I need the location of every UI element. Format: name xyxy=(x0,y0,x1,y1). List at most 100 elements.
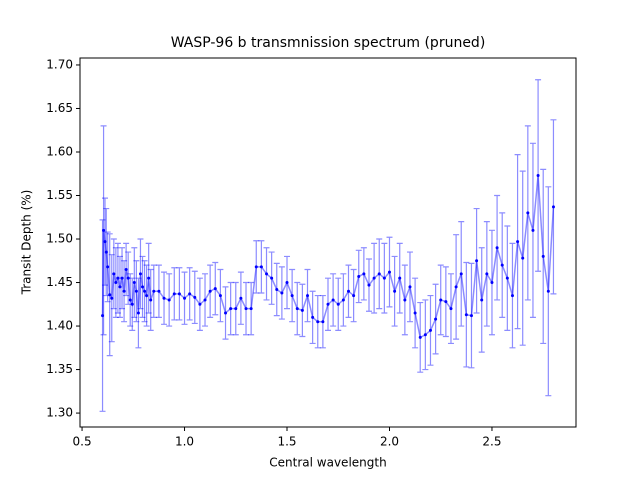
y-tick-label: 1.30 xyxy=(46,406,73,420)
data-point xyxy=(521,256,525,260)
data-point xyxy=(290,294,294,298)
data-point xyxy=(103,240,107,244)
data-point xyxy=(510,294,514,298)
data-point xyxy=(120,276,124,280)
data-point xyxy=(495,246,499,250)
x-tick-label: 0.5 xyxy=(73,435,92,449)
data-point xyxy=(118,285,122,289)
data-point xyxy=(367,283,371,287)
x-tick-label: 1.5 xyxy=(277,435,296,449)
data-point xyxy=(546,289,550,293)
data-point xyxy=(449,307,453,311)
data-point xyxy=(265,272,269,276)
data-point xyxy=(124,267,128,271)
data-point xyxy=(500,263,504,267)
data-point xyxy=(398,276,402,280)
data-point xyxy=(285,281,289,285)
data-point xyxy=(541,254,545,258)
data-point xyxy=(341,298,345,302)
data-point xyxy=(145,294,149,298)
data-point xyxy=(387,270,391,274)
y-tick-label: 1.40 xyxy=(46,319,73,333)
data-point xyxy=(490,281,494,285)
data-point xyxy=(143,289,147,293)
data-point xyxy=(122,289,126,293)
data-point xyxy=(536,173,540,177)
y-tick-label: 1.50 xyxy=(46,232,73,246)
y-tick-label: 1.45 xyxy=(46,275,73,289)
data-point xyxy=(382,276,386,280)
y-tick-label: 1.55 xyxy=(46,188,73,202)
data-point xyxy=(101,314,105,318)
data-point xyxy=(321,320,325,324)
data-point xyxy=(244,307,248,311)
data-point xyxy=(213,287,217,291)
data-point xyxy=(224,311,228,315)
data-point xyxy=(526,211,530,215)
data-point xyxy=(459,272,463,276)
data-point xyxy=(428,328,432,332)
data-point xyxy=(114,281,118,285)
data-point xyxy=(141,285,145,289)
data-point xyxy=(183,296,187,300)
data-point xyxy=(418,335,422,339)
data-point xyxy=(295,307,299,311)
data-point xyxy=(112,272,116,276)
data-point xyxy=(128,298,132,302)
data-point xyxy=(106,265,110,269)
data-point xyxy=(275,287,279,291)
data-point xyxy=(336,302,340,306)
data-point xyxy=(157,289,161,293)
data-point xyxy=(249,307,253,311)
data-point xyxy=(331,298,335,302)
data-point xyxy=(480,298,484,302)
data-point xyxy=(136,311,140,315)
data-point xyxy=(110,296,114,300)
data-point xyxy=(218,294,222,298)
data-point xyxy=(434,317,438,321)
data-point xyxy=(138,272,142,276)
data-point xyxy=(469,314,473,318)
data-point xyxy=(280,291,284,295)
data-point xyxy=(208,289,212,293)
data-point xyxy=(362,272,366,276)
y-axis-label: Transit Depth (%) xyxy=(20,190,34,296)
data-point xyxy=(116,276,120,280)
chart-title: WASP-96 b transmnission spectrum (pruned… xyxy=(171,35,486,51)
data-point xyxy=(104,250,108,254)
y-tick-label: 1.70 xyxy=(46,57,73,71)
data-point xyxy=(357,274,361,278)
data-point xyxy=(372,276,376,280)
data-point xyxy=(326,302,330,306)
data-point xyxy=(408,285,412,289)
data-point xyxy=(149,298,153,302)
data-point xyxy=(167,298,171,302)
y-tick-label: 1.35 xyxy=(46,362,73,376)
data-point xyxy=(475,259,479,263)
plot-frame xyxy=(79,57,577,428)
data-point xyxy=(505,276,509,280)
data-point xyxy=(126,276,130,280)
data-point xyxy=(516,240,520,244)
data-point xyxy=(254,265,258,269)
data-point xyxy=(403,298,407,302)
y-tick-label: 1.60 xyxy=(46,144,73,158)
data-point xyxy=(239,296,243,300)
data-point xyxy=(306,294,310,298)
data-point xyxy=(439,298,443,302)
data-point xyxy=(134,289,138,293)
data-point xyxy=(551,205,555,209)
data-point xyxy=(423,333,427,337)
data-point xyxy=(172,292,176,296)
y-tick-label: 1.65 xyxy=(46,101,73,115)
data-point xyxy=(352,294,356,298)
data-point xyxy=(531,228,535,232)
data-point xyxy=(188,292,192,296)
data-point xyxy=(454,285,458,289)
data-point xyxy=(259,265,263,269)
data-point xyxy=(270,276,274,280)
data-point xyxy=(300,308,304,312)
data-point xyxy=(162,296,166,300)
